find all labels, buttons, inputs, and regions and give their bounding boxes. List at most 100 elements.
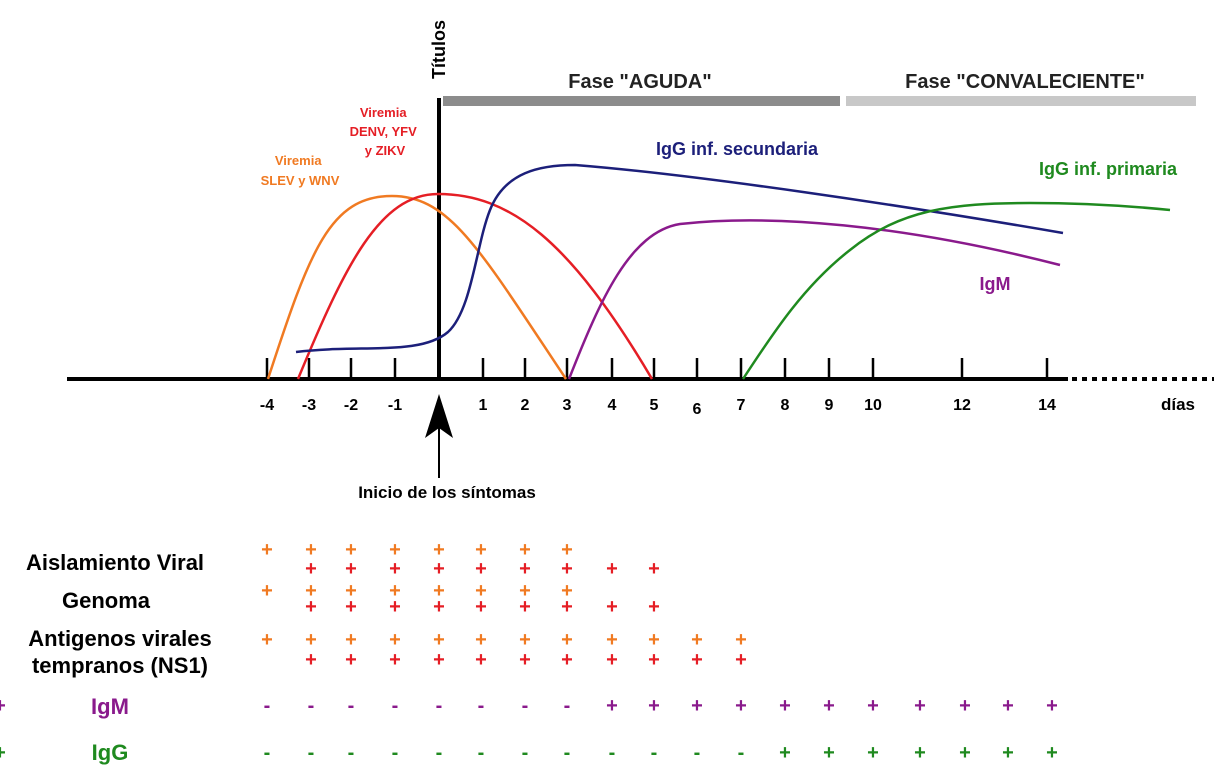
minus-mark: - <box>308 695 315 717</box>
minus-mark: - <box>436 695 443 717</box>
plus-mark: + <box>606 649 618 671</box>
minus-mark: - <box>738 742 745 764</box>
viremia-denv-label-line2: DENV, YFV <box>350 124 418 139</box>
plus-mark: + <box>959 742 971 764</box>
plus-mark: + <box>561 580 573 602</box>
plus-mark: + <box>561 649 573 671</box>
table-row-label: Antigenos virales tempranos (NS1) <box>10 625 230 679</box>
plus-mark: + <box>735 629 747 651</box>
plus-mark: + <box>433 649 445 671</box>
plus-mark: + <box>389 580 401 602</box>
plus-mark: + <box>519 558 531 580</box>
minus-mark: - <box>522 695 529 717</box>
plus-mark: + <box>561 596 573 618</box>
plus-mark: + <box>305 649 317 671</box>
minus-mark: - <box>564 695 571 717</box>
plus-mark: + <box>914 695 926 717</box>
plus-mark: + <box>261 580 273 602</box>
viremia-slev-wnv-curve <box>266 194 568 380</box>
x-tick-label: 3 <box>563 397 572 414</box>
table-row-label-line: IgG <box>91 739 129 765</box>
plus-mark: + <box>779 742 791 764</box>
minus-mark: - <box>308 742 315 764</box>
plus-mark: + <box>475 539 487 561</box>
plus-mark: + <box>648 649 660 671</box>
minus-mark: - <box>609 742 616 764</box>
x-tick-label: 12 <box>953 397 971 414</box>
phase-acute-bar <box>443 96 840 106</box>
plus-mark: + <box>867 695 879 717</box>
plus-mark: + <box>0 742 6 764</box>
plus-mark: + <box>867 742 879 764</box>
plus-mark: + <box>389 539 401 561</box>
plus-mark: + <box>475 649 487 671</box>
plus-mark: + <box>648 695 660 717</box>
onset-arrow-head <box>425 394 453 438</box>
plus-mark: + <box>345 649 357 671</box>
plus-mark: + <box>389 629 401 651</box>
igg-secondary-curve <box>295 163 1064 354</box>
plus-mark: + <box>823 695 835 717</box>
plus-mark: + <box>305 629 317 651</box>
plus-mark: + <box>433 629 445 651</box>
y-axis-title: Títulos <box>429 20 449 79</box>
plus-mark: + <box>1002 742 1014 764</box>
plus-mark: + <box>735 649 747 671</box>
plus-mark: + <box>606 629 618 651</box>
plus-mark: + <box>648 596 660 618</box>
plus-mark: + <box>305 539 317 561</box>
table-row-label: Aislamiento Viral <box>5 549 225 576</box>
igg-primary-label: IgG inf. primaria <box>1039 159 1178 179</box>
table-row-label: Genoma <box>0 587 216 614</box>
viremia-slev-label-line2: SLEV y WNV <box>261 173 340 188</box>
x-tick-label: 2 <box>521 397 530 414</box>
plus-mark: + <box>691 629 703 651</box>
onset-label: Inicio de los síntomas <box>358 483 536 502</box>
plus-mark: + <box>519 649 531 671</box>
minus-mark: - <box>392 742 399 764</box>
plus-mark: + <box>305 596 317 618</box>
table-row-label-line: Genoma <box>61 587 151 613</box>
plus-mark: + <box>433 558 445 580</box>
x-tick-label: 10 <box>864 397 882 414</box>
plus-mark: + <box>779 695 791 717</box>
igg-secondary-label: IgG inf. secundaria <box>656 139 819 159</box>
minus-mark: - <box>348 742 355 764</box>
plus-mark: + <box>606 558 618 580</box>
table-row-label: IgM <box>0 693 220 720</box>
minus-mark: - <box>264 695 271 717</box>
plus-mark: + <box>1046 695 1058 717</box>
x-tick-label: -3 <box>302 397 316 414</box>
plus-mark: + <box>914 742 926 764</box>
plus-mark: + <box>345 629 357 651</box>
plus-mark: + <box>606 596 618 618</box>
minus-mark: - <box>651 742 658 764</box>
plus-mark: + <box>648 558 660 580</box>
x-tick-label: 1 <box>479 397 488 414</box>
plus-mark: + <box>475 596 487 618</box>
x-tick-label: 14 <box>1038 397 1056 414</box>
viremia-denv-yfv-zikv-curve <box>296 192 654 380</box>
plus-mark: + <box>345 580 357 602</box>
viremia-slev-label: Viremia SLEV y WNV <box>261 153 340 188</box>
table-row-label-line: Aislamiento Viral <box>25 549 205 575</box>
table-row-label-line: Antigenos virales <box>28 626 212 651</box>
plus-mark: + <box>519 629 531 651</box>
viremia-slev-label-line1: Viremia <box>275 153 323 168</box>
x-tick-label: 6 <box>693 401 702 418</box>
plus-mark: + <box>561 629 573 651</box>
plus-mark: + <box>475 558 487 580</box>
table-row-label: IgG <box>0 739 220 766</box>
plus-mark: + <box>519 596 531 618</box>
plus-mark: + <box>691 649 703 671</box>
minus-mark: - <box>392 695 399 717</box>
phase-acute-label: Fase "AGUDA" <box>568 71 711 93</box>
igm-curve <box>567 219 1061 380</box>
phase-convalescent-bar <box>846 96 1196 106</box>
viremia-denv-label: Viremia DENV, YFV y ZIKV <box>350 105 421 158</box>
plus-mark: + <box>433 539 445 561</box>
viremia-denv-label-line3: y ZIKV <box>365 143 406 158</box>
plus-mark: + <box>648 629 660 651</box>
minus-mark: - <box>694 742 701 764</box>
